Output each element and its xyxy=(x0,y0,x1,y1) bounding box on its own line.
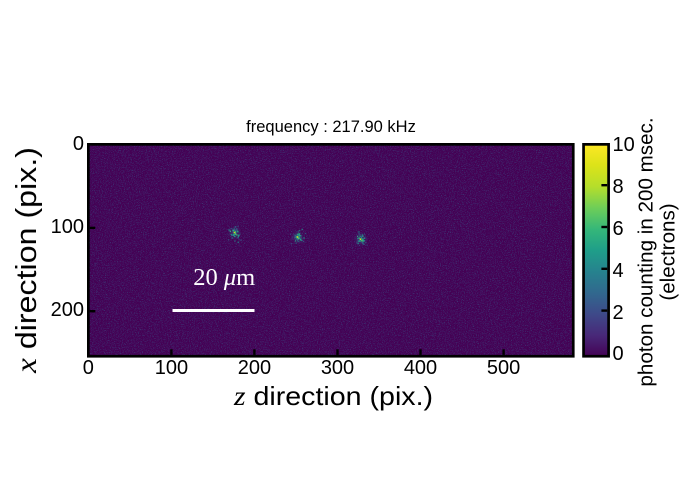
svg-text:20 μm: 20 μm xyxy=(193,264,255,291)
